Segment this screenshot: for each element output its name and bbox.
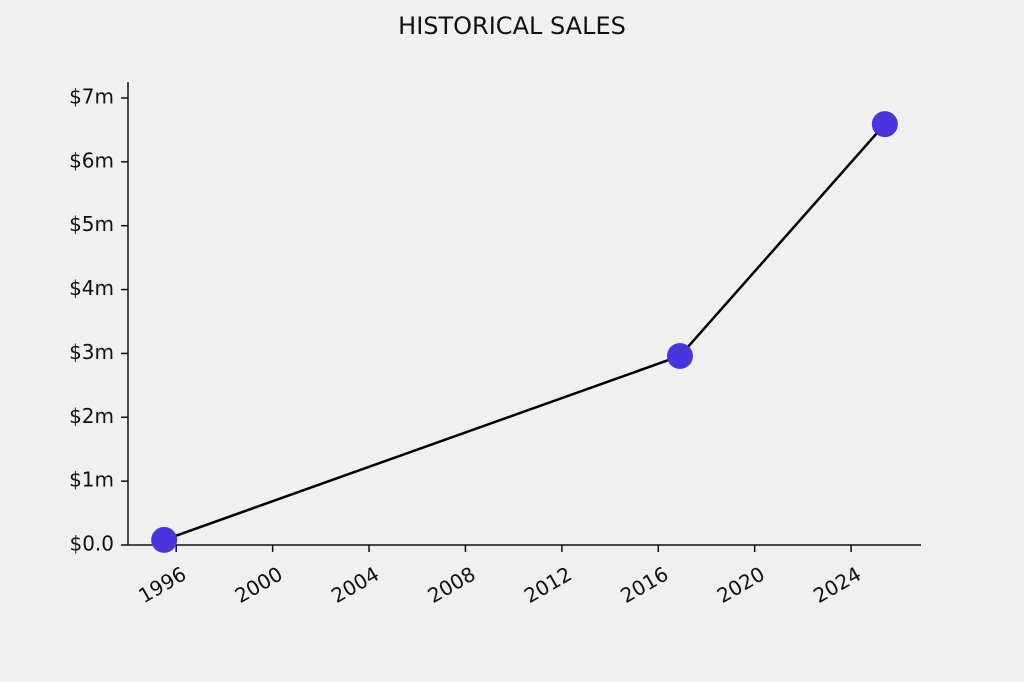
x-tick-label: 2020 xyxy=(713,562,769,608)
y-tick-label: $3m xyxy=(69,340,114,364)
x-tick-label: 1996 xyxy=(134,562,190,608)
chart-title: HISTORICAL SALES xyxy=(398,12,626,40)
y-tick-label: $5m xyxy=(69,212,114,236)
x-tick-label: 2004 xyxy=(327,562,383,608)
line xyxy=(163,123,886,542)
y-tick-label: $6m xyxy=(69,148,114,172)
y-tick-label: $1m xyxy=(69,468,114,492)
y-tick-label: $2m xyxy=(69,404,114,428)
y-tick-label: $4m xyxy=(69,276,114,300)
x-tick-label: 2000 xyxy=(231,562,287,608)
y-tick-label: $0.0 xyxy=(69,532,114,556)
marker xyxy=(151,526,178,553)
y-tick-label: $7m xyxy=(69,84,114,108)
x-tick-label: 2016 xyxy=(616,562,672,608)
marker xyxy=(871,111,898,138)
x-tick-label: 2024 xyxy=(809,562,865,608)
x-tick-label: 2012 xyxy=(520,562,576,608)
x-tick-label: 2008 xyxy=(423,562,479,608)
marker xyxy=(666,342,693,369)
